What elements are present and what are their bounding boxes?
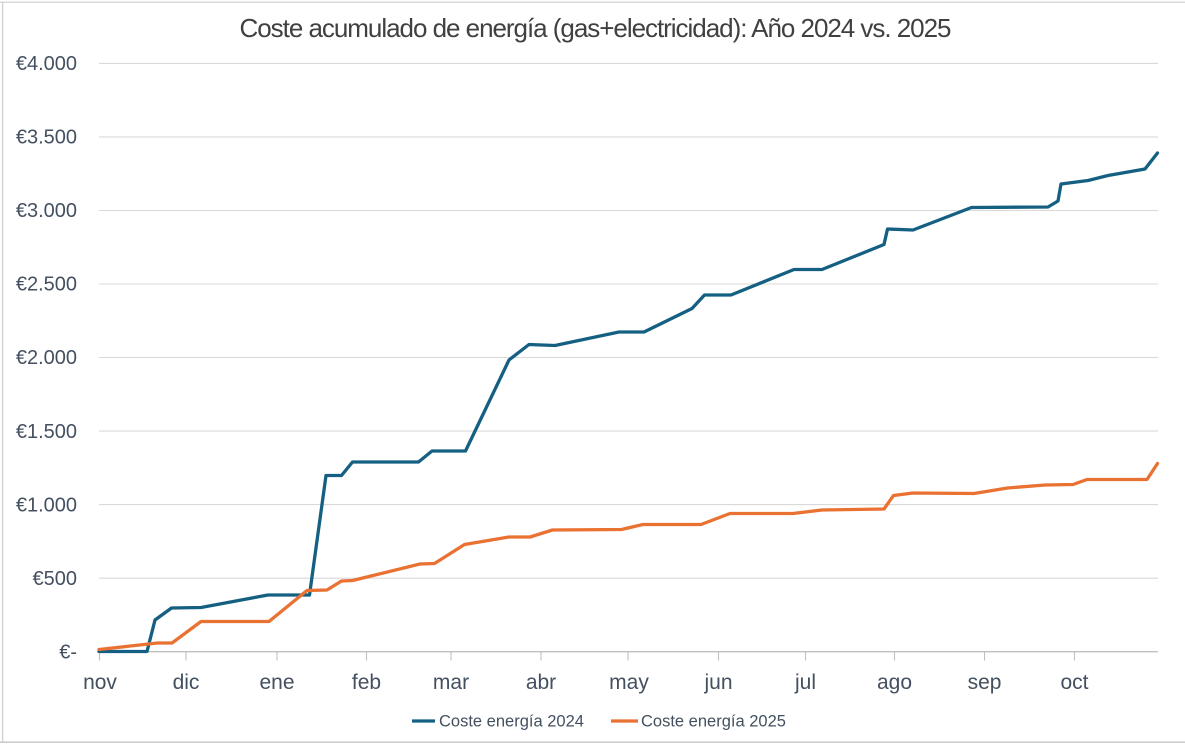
svg-text:sep: sep (968, 671, 1002, 694)
svg-text:abr: abr (526, 671, 556, 694)
svg-text:€-: €- (59, 641, 77, 663)
svg-text:€4.000: €4.000 (16, 53, 77, 75)
svg-text:jun: jun (703, 671, 732, 694)
svg-text:may: may (609, 671, 649, 694)
svg-text:€500: €500 (33, 568, 78, 590)
svg-text:Coste acumulado de energía (ga: Coste acumulado de energía (gas+electric… (240, 13, 952, 43)
svg-text:€2.000: €2.000 (16, 347, 77, 369)
svg-text:mar: mar (433, 671, 469, 694)
svg-text:Coste energía 2025: Coste energía 2025 (641, 713, 786, 731)
svg-text:€2.500: €2.500 (16, 274, 77, 296)
svg-text:nov: nov (83, 671, 117, 694)
svg-text:€3.500: €3.500 (16, 127, 77, 149)
svg-text:jul: jul (794, 671, 816, 694)
svg-text:feb: feb (352, 671, 381, 694)
svg-text:ene: ene (259, 671, 294, 694)
svg-text:dic: dic (173, 671, 200, 694)
svg-text:ago: ago (877, 671, 912, 694)
svg-text:€1.500: €1.500 (16, 421, 77, 443)
svg-text:Coste energía 2024: Coste energía 2024 (439, 713, 584, 731)
svg-text:oct: oct (1060, 671, 1088, 694)
svg-text:€1.000: €1.000 (16, 494, 77, 516)
svg-text:€3.000: €3.000 (16, 200, 77, 222)
